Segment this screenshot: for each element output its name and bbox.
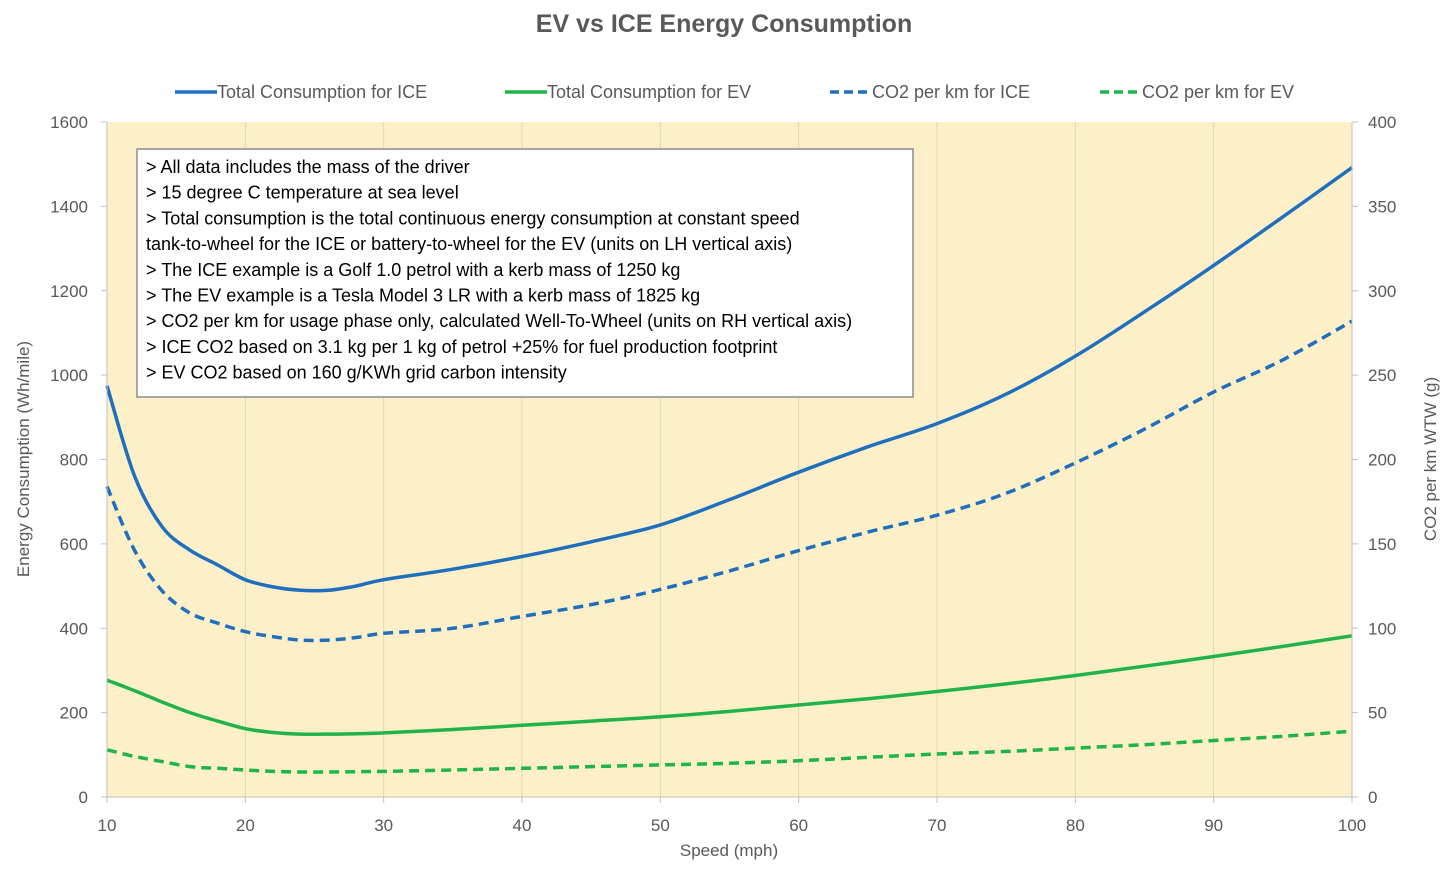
y-tick-label: 200 xyxy=(60,704,88,723)
y-tick-label: 600 xyxy=(60,535,88,554)
legend-label-3: CO2 per km for ICE xyxy=(872,82,1030,102)
legend-label-2: Total Consumption for EV xyxy=(547,82,751,102)
y-tick-label: 400 xyxy=(60,619,88,638)
annotation-line-4: tank-to-wheel for the ICE or battery-to-… xyxy=(146,234,792,254)
annotation-line-6: > The EV example is a Tesla Model 3 LR w… xyxy=(146,286,700,306)
x-tick-label: 50 xyxy=(651,816,670,835)
x-tick-label: 20 xyxy=(236,816,255,835)
legend-label-1: Total Consumption for ICE xyxy=(217,82,427,102)
y2-tick-label: 0 xyxy=(1368,788,1377,807)
y2-axis-label: CO2 per km WTW (g) xyxy=(1421,377,1440,541)
x-tick-label: 30 xyxy=(374,816,393,835)
y2-tick-label: 150 xyxy=(1368,535,1396,554)
x-tick-label: 80 xyxy=(1066,816,1085,835)
annotation-line-5: > The ICE example is a Golf 1.0 petrol w… xyxy=(146,260,680,280)
y2-tick-label: 350 xyxy=(1368,197,1396,216)
x-axis-label: Speed (mph) xyxy=(680,841,778,860)
y-tick-label: 1400 xyxy=(50,197,88,216)
y-tick-label: 1600 xyxy=(50,113,88,132)
annotation-line-1: > All data includes the mass of the driv… xyxy=(146,157,470,177)
x-tick-label: 90 xyxy=(1204,816,1223,835)
y-axis-label: Energy Consumption (Wh/mile) xyxy=(14,341,33,577)
series-line-3 xyxy=(105,319,1353,643)
axes: 0 200 400 600 800 1000 1200 1400 1600 0 50 100 150 20… xyxy=(50,113,1396,835)
chart-legend: Total Consumption for ICE Total Consumpti… xyxy=(175,82,1294,102)
y2-tick-label: 100 xyxy=(1368,619,1396,638)
y-tick-label: 1000 xyxy=(50,366,88,385)
annotation-line-9: > EV CO2 based on 160 g/KWh grid carbon … xyxy=(146,363,567,383)
x-tick-label: 60 xyxy=(789,816,808,835)
x-tick-label: 70 xyxy=(928,816,947,835)
y2-tick-label: 250 xyxy=(1368,366,1396,385)
y2-tick-label: 50 xyxy=(1368,704,1387,723)
y-tick-label: 800 xyxy=(60,451,88,470)
annotation-line-8: > ICE CO2 based on 3.1 kg per 1 kg of pe… xyxy=(146,337,777,357)
annotation-box: > All data includes the mass of the driv… xyxy=(136,148,914,398)
annotation-line-7: > CO2 per km for usage phase only, calcu… xyxy=(146,311,852,331)
y2-tick-label: 200 xyxy=(1368,451,1396,470)
x-tick-label: 40 xyxy=(513,816,532,835)
series-layer xyxy=(105,166,1354,774)
y-tick-label: 0 xyxy=(79,788,88,807)
y2-tick-label: 300 xyxy=(1368,282,1396,301)
y-tick-label: 1200 xyxy=(50,282,88,301)
series-line-4 xyxy=(106,729,1353,774)
y2-tick-label: 400 xyxy=(1368,113,1396,132)
annotation-line-3: > Total consumption is the total continu… xyxy=(146,208,800,228)
series-line-2 xyxy=(106,634,1353,737)
annotation-line-2: > 15 degree C temperature at sea level xyxy=(146,183,459,203)
chart-title: EV vs ICE Energy Consumption xyxy=(536,10,912,38)
legend-label-4: CO2 per km for EV xyxy=(1142,82,1294,102)
series-line-1 xyxy=(105,166,1354,593)
x-tick-label: 10 xyxy=(98,816,117,835)
x-tick-label: 100 xyxy=(1338,816,1366,835)
